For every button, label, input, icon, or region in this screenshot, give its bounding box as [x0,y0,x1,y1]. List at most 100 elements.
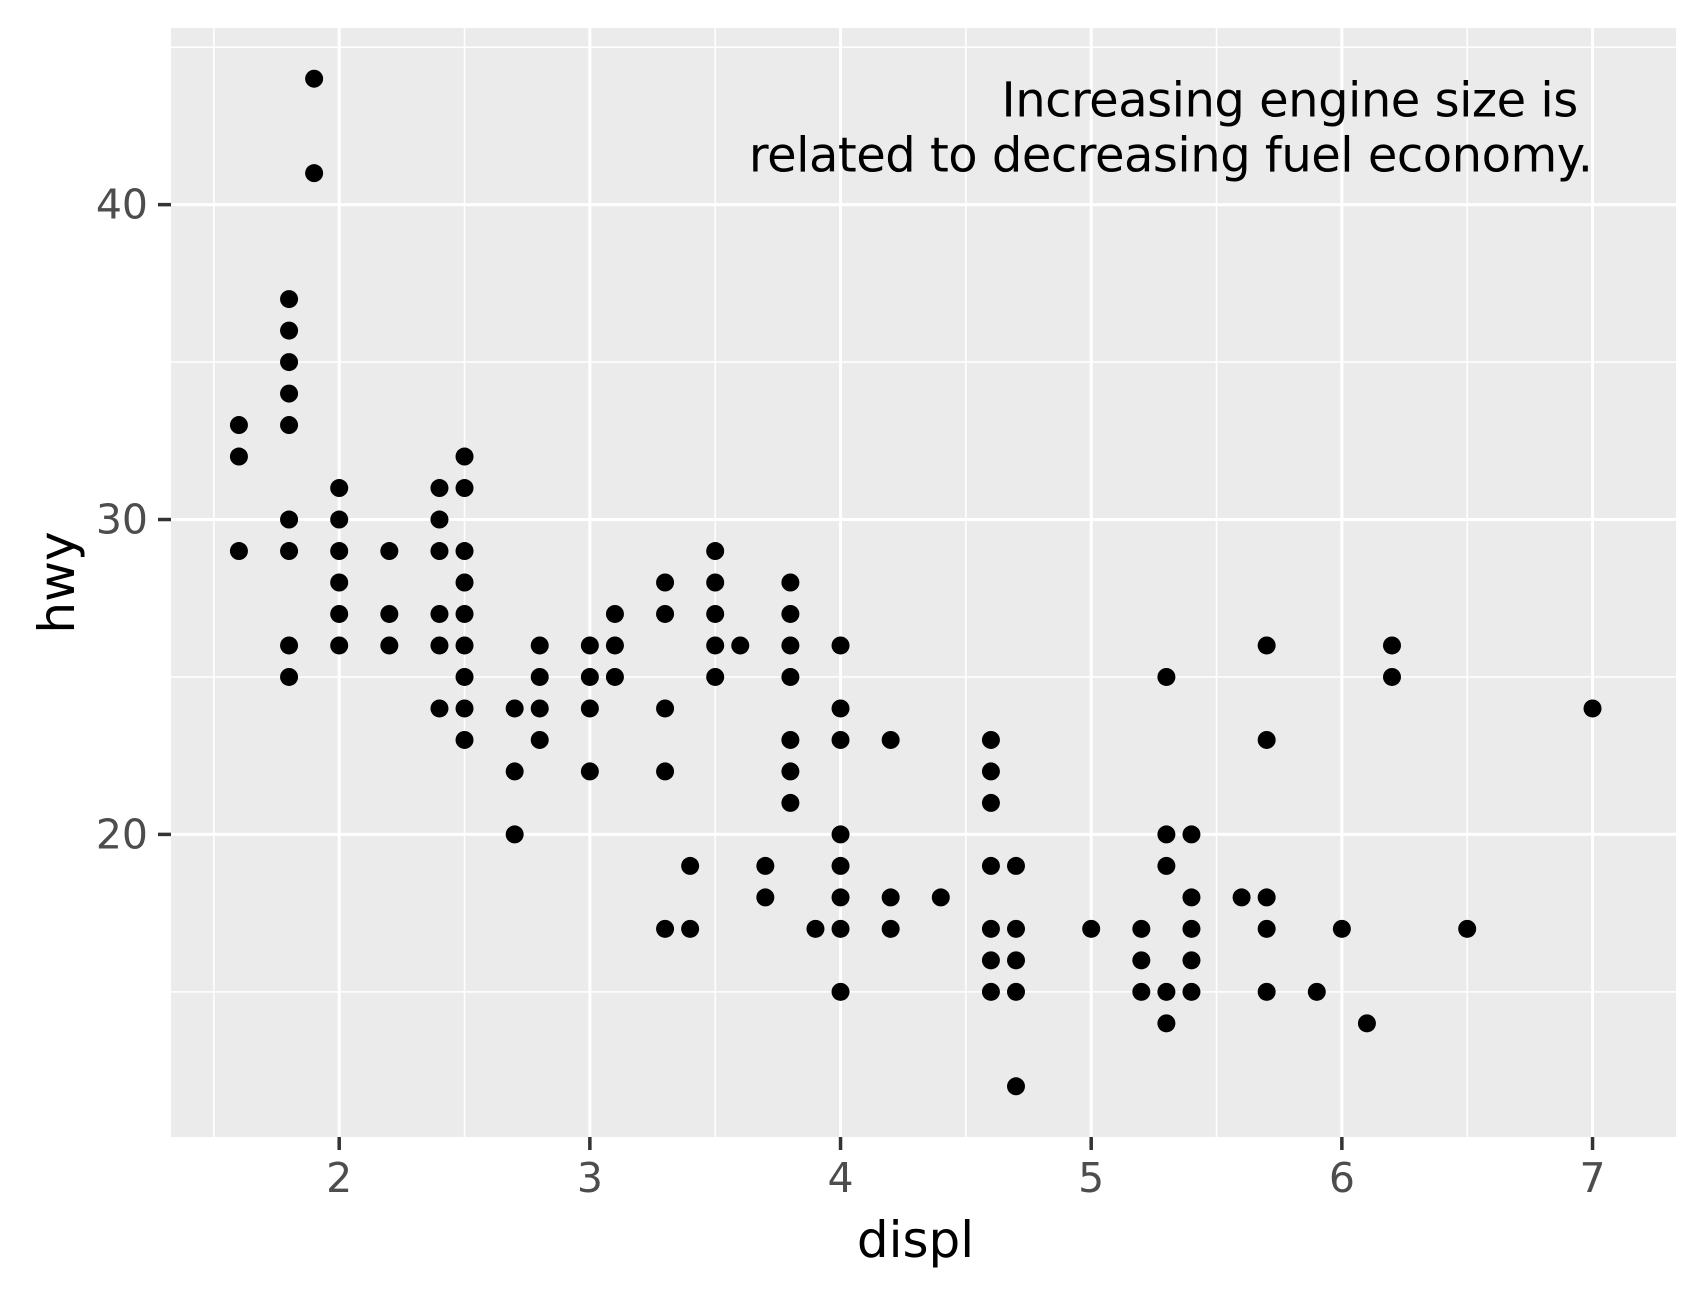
data-point [756,888,775,907]
data-point [280,636,299,655]
x-tick-label: 6 [1329,1154,1355,1202]
data-point [455,667,474,686]
data-point [706,667,725,686]
data-point [505,825,524,844]
data-point [781,604,800,623]
data-point [330,573,349,592]
data-point [781,667,800,686]
data-point [455,604,474,623]
data-point [1182,951,1201,970]
x-tick-label: 2 [326,1154,352,1202]
data-point [330,604,349,623]
data-point [1257,730,1276,749]
data-point [1382,636,1401,655]
data-point [1006,982,1025,1001]
x-axis-title: displ [857,1211,974,1269]
data-point [280,290,299,309]
data-point [831,636,850,655]
data-point [330,636,349,655]
data-point [280,353,299,372]
data-point [530,667,549,686]
data-point [430,699,449,718]
y-tick-label: 30 [96,496,148,544]
data-point [430,542,449,561]
data-point [1357,1014,1376,1033]
data-point [1082,919,1101,938]
data-point [781,573,800,592]
x-tick-label: 5 [1078,1154,1104,1202]
data-point [831,982,850,1001]
data-point [455,699,474,718]
data-point [831,825,850,844]
data-point [229,542,248,561]
x-tick-label: 4 [827,1154,853,1202]
data-point [1132,951,1151,970]
data-point [455,479,474,498]
data-point [881,730,900,749]
data-point [1332,919,1351,938]
data-point [455,636,474,655]
data-point [430,510,449,529]
y-tick-label: 20 [96,810,148,858]
data-point [530,636,549,655]
data-point [580,636,599,655]
data-point [1232,888,1251,907]
x-tick-label: 7 [1579,1154,1605,1202]
data-point [229,447,248,466]
data-point [1006,919,1025,938]
y-axis-title: hwy [28,531,86,633]
data-point [781,793,800,812]
data-point [681,919,700,938]
data-point [981,730,1000,749]
data-point [380,542,399,561]
data-point [580,699,599,718]
data-point [1006,1077,1025,1096]
y-tick-label: 40 [96,181,148,229]
data-point [330,510,349,529]
data-point [455,447,474,466]
data-point [229,416,248,435]
data-point [330,479,349,498]
data-point [781,636,800,655]
data-point [1257,982,1276,1001]
data-point [831,888,850,907]
data-point [1257,888,1276,907]
data-point [806,919,825,938]
data-point [656,919,675,938]
data-point [430,604,449,623]
data-point [781,730,800,749]
data-point [605,667,624,686]
data-point [656,762,675,781]
data-point [981,793,1000,812]
data-point [330,542,349,561]
data-point [831,919,850,938]
data-point [380,636,399,655]
data-point [1157,982,1176,1001]
data-point [1132,982,1151,1001]
annotation-text-line: related to decreasing fuel economy. [749,128,1593,184]
data-point [280,542,299,561]
data-point [280,321,299,340]
data-point [706,542,725,561]
data-point [1006,856,1025,875]
data-point [1157,1014,1176,1033]
data-point [981,919,1000,938]
data-point [1583,699,1602,718]
data-point [530,699,549,718]
data-point [1157,856,1176,875]
data-point [656,604,675,623]
data-point [580,667,599,686]
data-point [1182,888,1201,907]
data-point [881,888,900,907]
data-point [1182,919,1201,938]
data-point [706,636,725,655]
data-point [580,762,599,781]
data-point [1006,951,1025,970]
data-point [1257,919,1276,938]
data-point [1382,667,1401,686]
data-point [430,479,449,498]
data-point [706,604,725,623]
data-point [455,730,474,749]
